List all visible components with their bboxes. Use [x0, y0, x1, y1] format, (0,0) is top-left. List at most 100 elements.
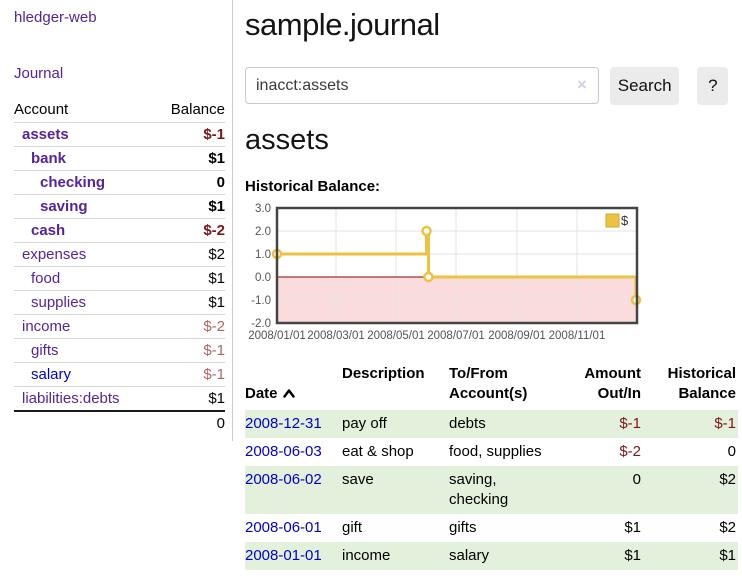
- register-row: 2008-06-03 eat & shop food, supplies $-2 0: [245, 438, 738, 466]
- account-row: supplies $1: [14, 290, 225, 315]
- search-input[interactable]: [245, 67, 599, 104]
- accounts-total-row: 0: [14, 411, 225, 435]
- help-button[interactable]: ?: [697, 67, 729, 105]
- account-link[interactable]: gifts: [31, 342, 59, 359]
- transaction-amount: 0: [632, 471, 641, 488]
- account-balance: $-1: [203, 366, 225, 383]
- account-row: cash $-2: [14, 218, 225, 243]
- register-header-balance: Historical Balance: [667, 365, 736, 402]
- transaction-date-link[interactable]: 2008-12-31: [245, 415, 322, 432]
- x-tick-label: 2008/07/01: [427, 330, 485, 342]
- account-row: food $1: [14, 266, 225, 291]
- transaction-balance: 0: [727, 443, 736, 460]
- transaction-accounts: food, supplies: [449, 443, 542, 460]
- y-tick-label: -1.0: [251, 295, 271, 307]
- transaction-description: gift: [342, 519, 363, 536]
- account-row: bank $1: [14, 146, 225, 171]
- account-link[interactable]: salary: [31, 366, 72, 383]
- transaction-accounts: salary: [449, 547, 490, 564]
- search-button[interactable]: Search: [610, 67, 680, 105]
- transaction-accounts: gifts: [449, 519, 477, 536]
- transaction-date-link[interactable]: 2008-06-02: [245, 471, 322, 488]
- transaction-balance: $-1: [714, 415, 736, 432]
- transaction-balance: $2: [719, 471, 736, 488]
- app-brand-link[interactable]: hledger-web: [14, 9, 97, 26]
- transaction-amount: $-1: [619, 415, 641, 432]
- x-tick-label: 2008/01/01: [248, 330, 306, 342]
- register-table: Date Description To/From Account(s) Amou…: [245, 364, 738, 570]
- x-tick-label: 2008/11/01: [549, 330, 606, 342]
- y-tick-label: 3.0: [255, 203, 271, 215]
- account-balance: $1: [208, 198, 225, 215]
- accounts-header-balance: Balance: [170, 101, 225, 118]
- accounts-total-balance: 0: [216, 415, 225, 432]
- account-link[interactable]: saving: [40, 198, 88, 215]
- transaction-description: pay off: [342, 415, 387, 432]
- y-tick-label: 1.0: [255, 249, 271, 261]
- transaction-description: eat & shop: [342, 443, 414, 460]
- clear-search-icon[interactable]: ×: [577, 75, 587, 94]
- register-header-amount: Amount Out/In: [584, 365, 641, 402]
- transaction-date-link[interactable]: 2008-06-03: [245, 443, 322, 460]
- transaction-accounts: saving, checking: [449, 471, 509, 508]
- account-balance: $-1: [203, 342, 225, 359]
- account-link[interactable]: cash: [31, 222, 66, 239]
- account-row: income $-2: [14, 314, 225, 339]
- search-form: × Search ?: [245, 67, 742, 105]
- register-row: 2008-12-31 pay off debts $-1 $-1: [245, 410, 738, 438]
- account-link[interactable]: food: [31, 270, 61, 287]
- sidebar-item-journal[interactable]: Journal: [14, 65, 64, 82]
- main-content: sample.journal × Search ? assets Histori…: [245, 0, 742, 570]
- y-tick-label: -2.0: [251, 318, 271, 330]
- transaction-description: income: [342, 547, 391, 564]
- sort-ascending-icon: [282, 389, 295, 398]
- transaction-date-link[interactable]: 2008-06-01: [245, 519, 322, 536]
- legend-swatch: [605, 213, 620, 228]
- register-row: 2008-06-02 save saving, checking 0 $2: [245, 466, 738, 514]
- register-header-date[interactable]: Date: [245, 364, 342, 410]
- account-link[interactable]: liabilities:debts: [22, 390, 120, 407]
- register-row: 2008-06-01 gift gifts $1 $2: [245, 514, 738, 542]
- x-tick-label: 2008/05/01: [367, 330, 425, 342]
- transaction-date-link[interactable]: 2008-01-01: [245, 547, 322, 564]
- x-tick-label: 2008/03/01: [307, 330, 365, 342]
- transaction-balance: $2: [719, 519, 736, 536]
- account-row: checking 0: [14, 170, 225, 195]
- account-balance: $-2: [203, 222, 225, 239]
- y-tick-label: 0.0: [255, 272, 271, 284]
- page-title: sample.journal: [245, 7, 440, 42]
- transaction-accounts: debts: [449, 415, 486, 432]
- account-row: saving $1: [14, 194, 225, 219]
- x-tick-label: 2008/09/01: [488, 330, 546, 342]
- account-link[interactable]: checking: [40, 174, 106, 191]
- legend-label: $: [621, 213, 629, 228]
- register-header-tofrom: To/From Account(s): [449, 365, 528, 402]
- account-row: expenses $2: [14, 242, 225, 267]
- register-header-row: Date Description To/From Account(s) Amou…: [245, 364, 738, 410]
- transaction-amount: $-2: [619, 443, 641, 460]
- account-link[interactable]: income: [22, 318, 71, 335]
- account-balance: $-1: [203, 126, 225, 143]
- chart-title: Historical Balance:: [245, 178, 381, 195]
- account-balance: $-2: [203, 318, 225, 335]
- account-balance: $1: [208, 150, 225, 167]
- transaction-balance: $1: [719, 547, 736, 564]
- account-link[interactable]: supplies: [31, 294, 87, 311]
- account-balance: $1: [208, 294, 225, 311]
- account-row: assets $-1: [14, 122, 225, 147]
- account-link[interactable]: bank: [31, 150, 67, 167]
- accounts-header-row: Account Balance: [14, 97, 225, 123]
- data-point: [423, 271, 434, 283]
- account-link[interactable]: assets: [22, 126, 69, 143]
- account-link[interactable]: expenses: [22, 246, 87, 263]
- transaction-amount: $1: [624, 519, 641, 536]
- transaction-description: save: [342, 471, 374, 488]
- y-tick-label: 2.0: [255, 226, 271, 238]
- accounts-header-account: Account: [14, 101, 69, 118]
- register-header-description: Description: [342, 365, 425, 382]
- account-row: liabilities:debts $1: [14, 386, 225, 412]
- account-row: salary $-1: [14, 362, 225, 387]
- account-balance: $1: [208, 390, 225, 407]
- plot-border: [275, 206, 639, 325]
